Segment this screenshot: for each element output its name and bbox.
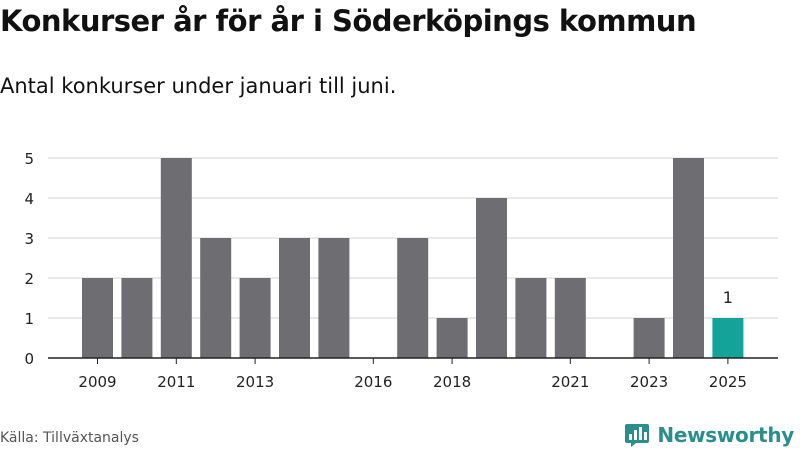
bar-2014 (279, 238, 310, 358)
bar-2017 (397, 238, 429, 358)
bar-2019 (476, 198, 507, 358)
y-tick-label: 4 (24, 190, 34, 208)
source-note: Källa: Tillväxtanalys (0, 430, 139, 446)
bar-2024 (673, 158, 704, 358)
x-tick-label: 2009 (78, 373, 116, 391)
y-tick-label: 3 (24, 230, 34, 248)
bar-2015 (318, 238, 350, 358)
x-tick-label: 2025 (709, 373, 747, 391)
bar-2010 (121, 278, 153, 358)
y-tick-label: 1 (24, 310, 34, 328)
x-tick-label: 2016 (354, 373, 392, 391)
x-tick-label: 2018 (433, 373, 471, 391)
y-tick-label: 5 (24, 150, 34, 168)
y-tick-label: 0 (24, 350, 34, 368)
bar-2012 (200, 238, 232, 358)
bar-2021 (554, 278, 586, 358)
bar-2018 (436, 318, 468, 358)
bar-2020 (515, 278, 547, 358)
brand-name: Newsworthy (657, 423, 794, 447)
x-tick-label: 2021 (551, 373, 589, 391)
bar-2023 (633, 318, 665, 358)
bar-2011 (160, 158, 192, 358)
bar-chart: 0 1 2 3 4 5 2009 2011 2013 2016 2018 2021 2023 2025 1 (24, 150, 778, 391)
chart-subtitle: Antal konkurser under januari till juni. (0, 74, 397, 98)
x-tick-label: 2013 (236, 373, 274, 391)
bar-2013 (239, 278, 271, 358)
y-tick-label: 2 (24, 270, 34, 288)
chart-title: Konkurser år för år i Söderköpings kommu… (0, 4, 697, 38)
bar-2025 (712, 318, 744, 358)
newsworthy-chart-icon (625, 424, 650, 447)
x-tick-label: 2023 (630, 373, 668, 391)
data-label: 1 (723, 288, 733, 307)
bar-2009 (82, 278, 113, 358)
x-tick-label: 2011 (157, 373, 195, 391)
brand-logo: Newsworthy (624, 421, 794, 449)
